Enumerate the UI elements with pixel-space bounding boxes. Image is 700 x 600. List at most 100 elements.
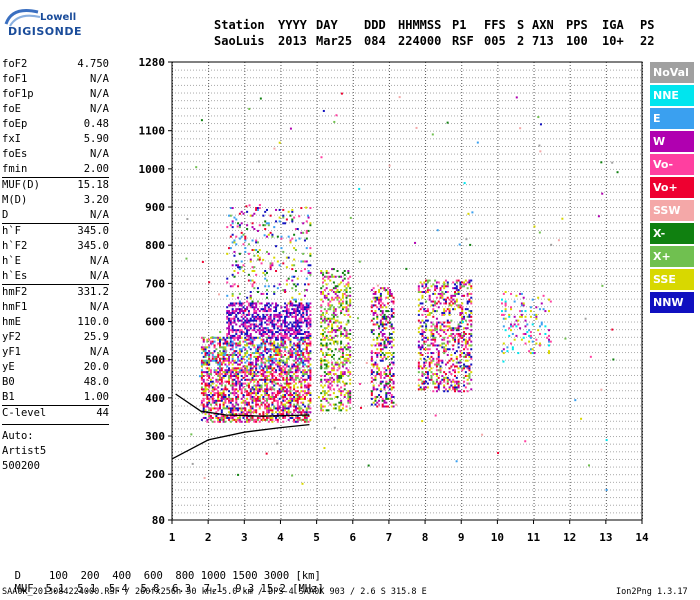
grid-dot-h — [367, 390, 368, 392]
grid-dot-h — [502, 420, 503, 422]
grid-dot-v — [352, 353, 354, 354]
grid-dot-v — [569, 164, 571, 165]
grid-dot-h — [202, 420, 203, 422]
grid-dot-h — [361, 512, 362, 514]
grid-dot-h — [184, 512, 185, 514]
grid-dot-h — [328, 443, 329, 445]
grid-dot-v — [569, 344, 571, 345]
grid-dot-v — [388, 149, 390, 150]
grid-dot-h — [301, 466, 302, 468]
grid-dot-v — [208, 74, 210, 75]
grid-dot-h — [373, 413, 374, 415]
grid-dot-v — [208, 440, 210, 441]
grid-dot-v — [533, 374, 535, 375]
grid-dot-v — [569, 455, 571, 456]
grid-dot-h — [607, 481, 608, 483]
grid-dot-v — [352, 485, 354, 486]
grid-dot-v — [605, 350, 607, 351]
grid-dot-h — [499, 397, 500, 399]
grid-dot-h — [421, 397, 422, 399]
grid-dot-h — [379, 390, 380, 392]
grid-dot-v — [497, 446, 499, 447]
grid-dot-v — [388, 410, 390, 411]
grid-dot-v — [605, 425, 607, 426]
grid-dot-h — [310, 443, 311, 445]
grid-dot-h — [373, 443, 374, 445]
grid-dot-h — [244, 489, 245, 491]
grid-dot-v — [569, 254, 571, 255]
grid-dot-v — [461, 236, 463, 237]
grid-dot-h — [361, 382, 362, 384]
grid-dot-h — [574, 458, 575, 460]
grid-dot-v — [425, 140, 427, 141]
grid-dot-h — [631, 512, 632, 514]
grid-dot-v — [497, 263, 499, 264]
grid-dot-v — [388, 263, 390, 264]
grid-dot-h — [493, 436, 494, 438]
grid-dot-v — [497, 356, 499, 357]
grid-dot-h — [199, 481, 200, 483]
grid-dot-v — [280, 206, 282, 207]
grid-dot-v — [388, 167, 390, 168]
grid-dot-v — [280, 107, 282, 108]
grid-dot-h — [613, 436, 614, 438]
grid-dot-h — [439, 466, 440, 468]
grid-dot-h — [325, 458, 326, 460]
grid-dot-v — [316, 482, 318, 483]
grid-dot-v — [461, 221, 463, 222]
grid-dot-h — [223, 451, 224, 453]
grid-dot-h — [412, 458, 413, 460]
grid-dot-v — [497, 386, 499, 387]
grid-dot-v — [533, 290, 535, 291]
grid-dot-h — [493, 397, 494, 399]
grid-dot-h — [451, 474, 452, 476]
grid-dot-v — [208, 392, 210, 393]
grid-dot-h — [451, 428, 452, 430]
grid-dot-h — [511, 466, 512, 468]
grid-dot-v — [497, 371, 499, 372]
grid-dot-h — [229, 405, 230, 407]
grid-dot-h — [313, 481, 314, 483]
grid-dot-h — [469, 420, 470, 422]
grid-dot-h — [214, 405, 215, 407]
grid-dot-v — [388, 401, 390, 402]
grid-dot-v — [605, 167, 607, 168]
grid-dot-v — [388, 221, 390, 222]
grid-dot-h — [490, 466, 491, 468]
grid-dot-h — [568, 443, 569, 445]
grid-dot-v — [316, 407, 318, 408]
grid-dot-h — [358, 420, 359, 422]
grid-dot-h — [424, 489, 425, 491]
grid-dot-v — [533, 491, 535, 492]
grid-dot-h — [511, 504, 512, 506]
grid-dot-h — [226, 481, 227, 483]
grid-dot-h — [457, 428, 458, 430]
grid-dot-v — [461, 314, 463, 315]
grid-dot-h — [367, 405, 368, 407]
grid-dot-h — [583, 497, 584, 499]
grid-dot-h — [388, 390, 389, 392]
grid-dot-h — [490, 504, 491, 506]
grid-dot-h — [595, 405, 596, 407]
grid-dot-h — [544, 428, 545, 430]
grid-dot-h — [214, 428, 215, 430]
grid-dot-h — [274, 481, 275, 483]
grid-dot-v — [280, 152, 282, 153]
grid-dot-h — [607, 390, 608, 392]
grid-dot-h — [196, 489, 197, 491]
grid-dot-v — [461, 242, 463, 243]
grid-dot-v — [605, 452, 607, 453]
grid-dot-h — [520, 405, 521, 407]
grid-dot-h — [544, 436, 545, 438]
grid-dot-h — [238, 436, 239, 438]
grid-dot-h — [457, 420, 458, 422]
grid-dot-h — [190, 382, 191, 384]
grid-dot-h — [478, 428, 479, 430]
grid-dot-h — [433, 489, 434, 491]
grid-dot-h — [529, 428, 530, 430]
param-row: yF1 N/A — [2, 345, 109, 360]
grid-dot-v — [533, 149, 535, 150]
grid-dot-v — [388, 164, 390, 165]
grid-dot-h — [442, 458, 443, 460]
grid-dot-h — [544, 504, 545, 506]
